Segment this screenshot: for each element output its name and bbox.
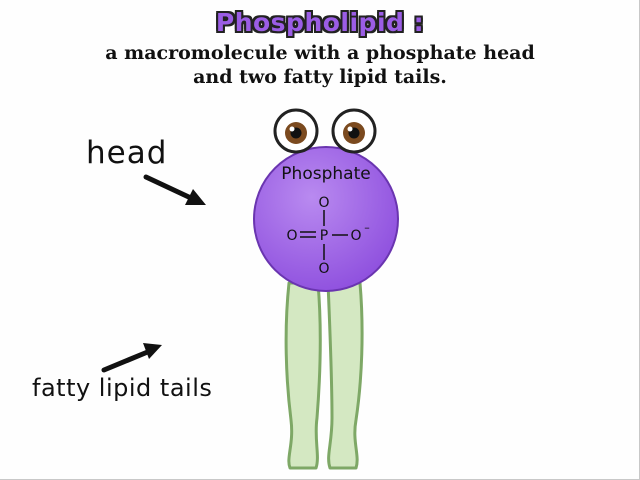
formula-top-oxygen: O	[318, 195, 329, 211]
subtitle-line-1: a macromolecule with a phosphate head	[105, 42, 535, 64]
tails-label: fatty lipid tails	[32, 374, 213, 402]
head-arrow	[143, 174, 206, 205]
head-label: head	[86, 135, 168, 171]
formula-bottom-oxygen: O	[318, 261, 329, 277]
fatty-lipid-tails	[284, 281, 364, 470]
formula-phosphorus: P	[320, 228, 328, 244]
right-tail	[326, 281, 364, 470]
slide-title: Phospholipid :	[215, 8, 425, 37]
formula-right-oxygen: O	[350, 228, 361, 244]
subtitle-line-2: and two fatty lipid tails.	[193, 66, 447, 88]
tails-arrow	[101, 343, 162, 373]
left-eye	[273, 108, 319, 154]
right-eye	[331, 108, 377, 154]
phosphate-label: Phosphate	[281, 164, 370, 184]
formula-left-oxygen: O	[286, 228, 297, 244]
phosphate-head	[253, 146, 399, 292]
left-tail	[284, 281, 322, 470]
formula-charge: –	[364, 221, 370, 234]
